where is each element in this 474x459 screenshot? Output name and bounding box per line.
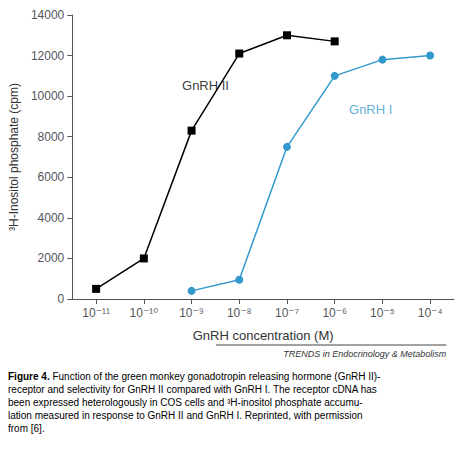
svg-text:receptor and selectivity for G: receptor and selectivity for GnRH II com…: [8, 384, 377, 395]
svg-text:4000: 4000: [38, 211, 65, 225]
svg-text:14000: 14000: [31, 8, 65, 22]
svg-text:12000: 12000: [31, 49, 65, 63]
svg-text:10⁻⁷: 10⁻⁷: [275, 306, 299, 320]
svg-text:10⁻⁹: 10⁻⁹: [179, 306, 204, 320]
svg-text:been expressed heterologously: been expressed heterologously in COS cel…: [8, 397, 363, 408]
svg-text:10⁻⁴: 10⁻⁴: [418, 306, 443, 320]
svg-text:10⁻¹⁰: 10⁻¹⁰: [130, 306, 159, 320]
svg-text:10⁻¹¹: 10⁻¹¹: [82, 306, 110, 320]
svg-text:³H-Inositol phosphate (cpm): ³H-Inositol phosphate (cpm): [7, 83, 21, 231]
svg-text:6000: 6000: [38, 170, 65, 184]
svg-text:Figure 4.: Figure 4.: [8, 371, 50, 382]
svg-text:10000: 10000: [31, 89, 65, 103]
svg-text:0: 0: [58, 292, 65, 306]
svg-text:10⁻⁸: 10⁻⁸: [227, 306, 252, 320]
svg-text:TRENDS in Endocrinology & Meta: TRENDS in Endocrinology & Metabolism: [283, 349, 447, 359]
svg-text:lation measured in response to: lation measured in response to GnRH II a…: [8, 410, 363, 421]
svg-text:GnRH concentration (M): GnRH concentration (M): [193, 328, 334, 343]
svg-text:10⁻⁵: 10⁻⁵: [370, 306, 395, 320]
svg-text:Function of the green monkey g: Function of the green monkey gonadotropi…: [50, 371, 381, 382]
svg-text:from [6].: from [6].: [8, 423, 45, 434]
svg-text:GnRH II: GnRH II: [182, 78, 229, 94]
svg-text:10⁻⁶: 10⁻⁶: [322, 306, 347, 320]
svg-text:8000: 8000: [38, 130, 65, 144]
svg-text:GnRH I: GnRH I: [349, 102, 392, 117]
svg-text:2000: 2000: [38, 251, 65, 265]
